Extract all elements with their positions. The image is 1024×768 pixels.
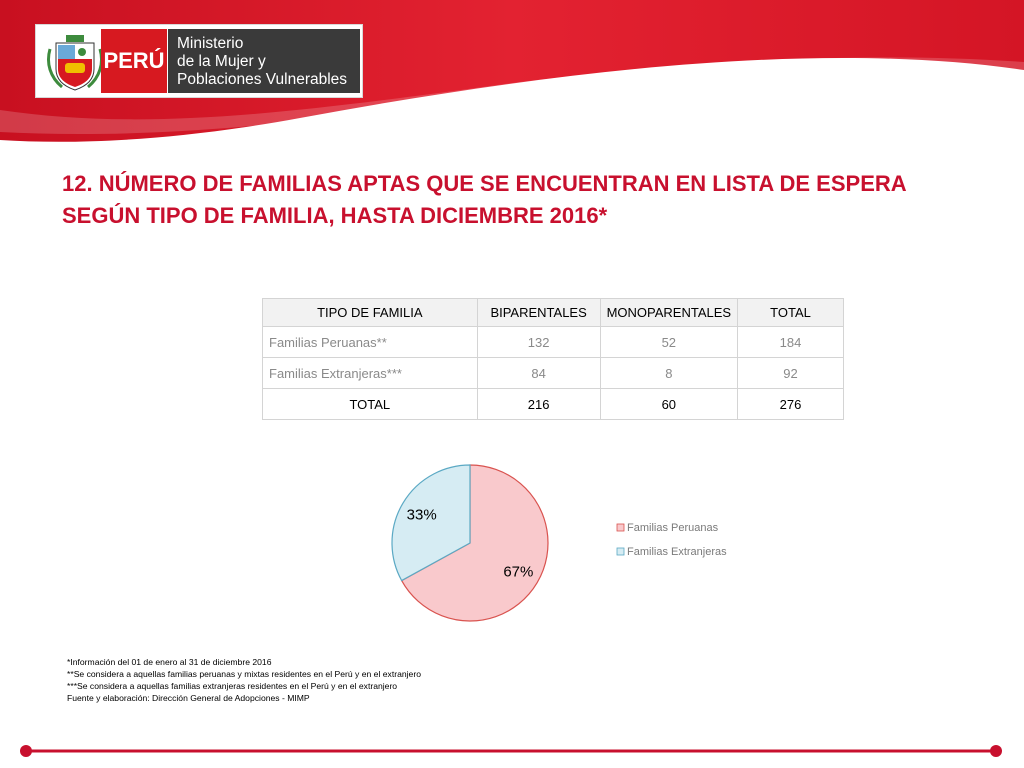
table-header-cell: MONOPARENTALES (599, 298, 739, 327)
ministry-line-3: Poblaciones Vulnerables (177, 71, 348, 88)
table-cell: 276 (737, 388, 844, 420)
footnotes: *Información del 01 de enero al 31 de di… (67, 656, 421, 704)
table-cell: 216 (476, 388, 601, 420)
table-header-cell: TIPO DE FAMILIA (262, 298, 478, 327)
ministry-name: Ministerio de la Mujer y Poblaciones Vul… (168, 29, 360, 93)
table-cell: TOTAL (262, 388, 478, 420)
pie-slice-1 (400, 464, 549, 622)
peru-label: PERÚ (101, 29, 167, 93)
legend-label: Familias Extranjeras (627, 546, 727, 558)
pie-slice-2 (391, 464, 471, 582)
table-cell: Familias Peruanas** (262, 326, 478, 358)
ministry-logo: PERÚ Ministerio de la Mujer y Poblacione… (35, 24, 363, 98)
table-cell: 184 (737, 326, 844, 358)
table-row: Familias Extranjeras*** 84 8 92 (262, 357, 844, 389)
table-header-row: TIPO DE FAMILIA BIPARENTALES MONOPARENTA… (262, 298, 844, 327)
legend-label: Familias Peruanas (627, 522, 719, 534)
slide-title: 12. NÚMERO DE FAMILIAS APTAS QUE SE ENCU… (62, 168, 982, 232)
table-cell: Familias Extranjeras*** (262, 357, 478, 389)
table-header-cell: TOTAL (737, 298, 844, 327)
title-line-2: SEGÚN TIPO DE FAMILIA, HASTA DICIEMBRE 2… (62, 203, 608, 228)
legend-swatch (616, 523, 625, 532)
legend-swatch (616, 547, 625, 556)
footer-line (20, 745, 1002, 757)
table-header-cell: BIPARENTALES (476, 298, 601, 327)
pie-slice-label: 67% (503, 564, 533, 581)
title-line-1: 12. NÚMERO DE FAMILIAS APTAS QUE SE ENCU… (62, 171, 907, 196)
pie-chart: 67% 33% Familias Peruanas Familias Extranj… (391, 464, 727, 622)
footnote: Fuente y elaboración: Dirección General … (67, 693, 310, 703)
footnote: **Se considera a aquellas familias perua… (67, 669, 421, 679)
families-table: TIPO DE FAMILIA BIPARENTALES MONOPARENTA… (262, 298, 844, 420)
table-cell: 8 (599, 357, 739, 389)
table-total-row: TOTAL 216 60 276 (262, 388, 844, 420)
table-row: Familias Peruanas** 132 52 184 (262, 326, 844, 358)
national-crest-icon (47, 35, 103, 91)
ministry-line-2: de la Mujer y (177, 53, 266, 70)
table-cell: 60 (599, 388, 739, 420)
table-cell: 84 (476, 357, 601, 389)
footnote: ***Se considera a aquellas familias extr… (67, 681, 398, 691)
table-cell: 52 (599, 326, 739, 358)
footnote: *Información del 01 de enero al 31 de di… (67, 657, 272, 667)
table-cell: 92 (737, 357, 844, 389)
table-cell: 132 (476, 326, 601, 358)
ministry-line-1: Ministerio (177, 35, 244, 52)
pie-slice-label: 33% (407, 506, 437, 523)
